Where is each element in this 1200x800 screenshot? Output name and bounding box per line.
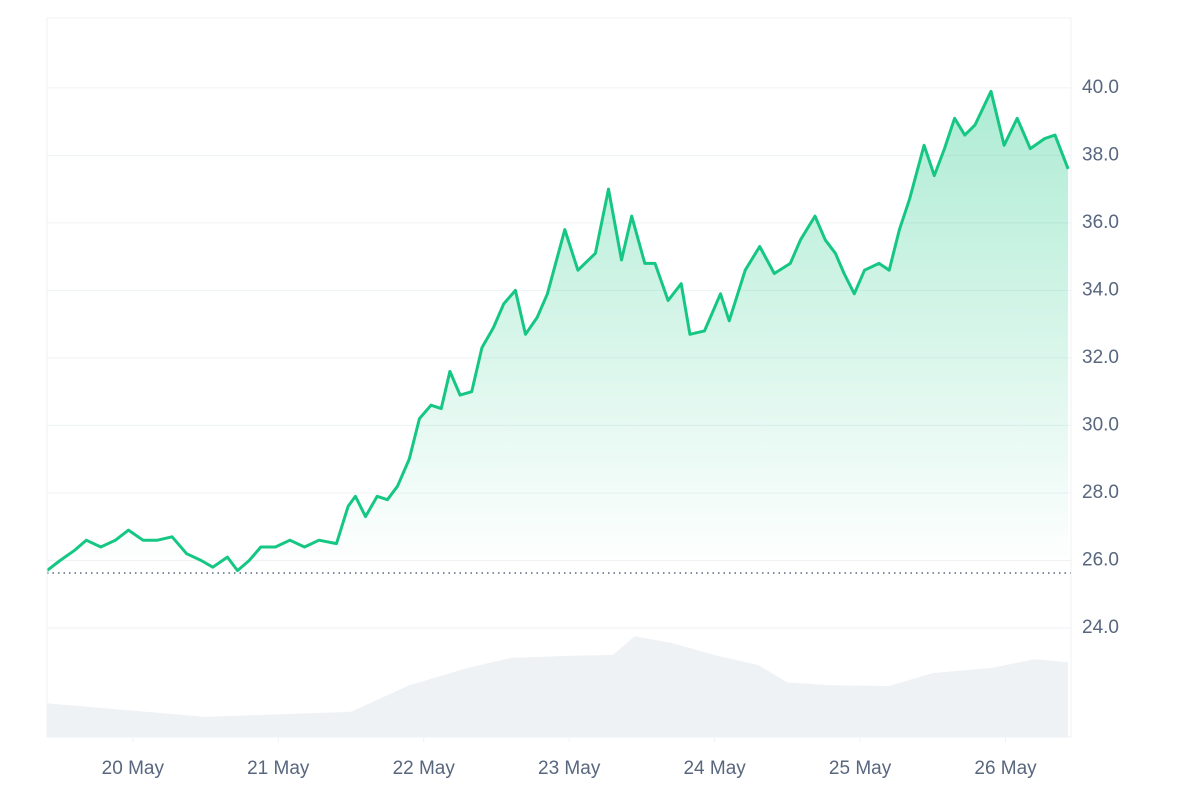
x-tick-label: 23 May — [538, 758, 601, 779]
y-tick-label: 28.0 — [1082, 482, 1119, 503]
labels: 24.0 26.0 28.0 30.0 32.0 34.0 36.0 38.0 40.0 20 M… — [102, 77, 1119, 779]
volume-area — [47, 636, 1069, 737]
price-area — [47, 91, 1069, 571]
x-tick-label: 20 May — [102, 758, 165, 779]
x-tick-label: 21 May — [247, 758, 310, 779]
x-tick-label: 24 May — [683, 758, 746, 779]
y-tick-label: 40.0 — [1082, 77, 1119, 98]
y-tick-label: 30.0 — [1082, 414, 1119, 435]
price-line — [46, 89, 1070, 573]
y-tick-label: 38.0 — [1082, 144, 1119, 165]
x-tick-label: 22 May — [393, 758, 456, 779]
y-tick-label: 32.0 — [1082, 347, 1119, 368]
plot — [46, 89, 1071, 737]
y-tick-label: 34.0 — [1082, 279, 1119, 300]
y-tick-label: 36.0 — [1082, 212, 1119, 233]
x-tick-label: 26 May — [974, 758, 1037, 779]
y-tick-label: 24.0 — [1082, 617, 1119, 638]
y-tick-label: 26.0 — [1082, 549, 1119, 570]
x-tick-label: 25 May — [829, 758, 892, 779]
